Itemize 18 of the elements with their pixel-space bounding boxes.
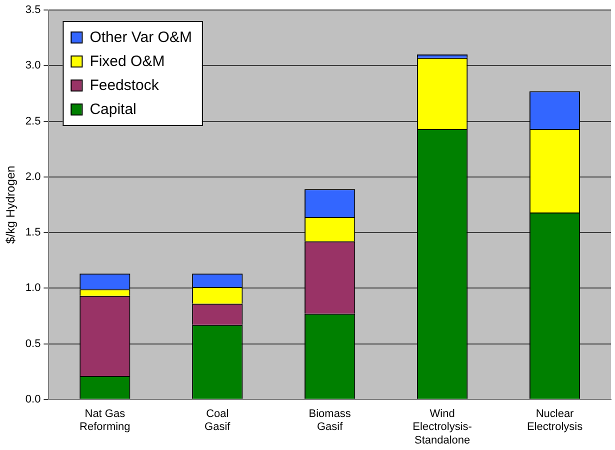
y-tick-label: 2.5 (25, 115, 41, 128)
y-axis-title: $/kg Hydrogen (4, 166, 18, 244)
y-tick-label: 0.5 (25, 338, 41, 350)
y-tick-label: 1.0 (25, 282, 41, 294)
legend-label: Capital (90, 101, 136, 118)
x-tick-label: Nuclear Electrolysis (526, 408, 584, 434)
legend-label: Other Var O&M (90, 29, 192, 46)
legend-label: Fixed O&M (90, 53, 165, 70)
x-tick-label: Coal Gasif (204, 408, 232, 434)
y-tick-label: 3.0 (25, 60, 41, 72)
x-tick-label: Wind Electrolysis- Standalone (412, 408, 472, 446)
y-tick-label: 0.0 (25, 393, 41, 406)
y-tick-label: 3.5 (25, 4, 41, 16)
y-tick-label: 2.0 (25, 170, 41, 183)
y-tick-label: 1.5 (25, 226, 41, 239)
x-tick-label: Biomass Gasif (308, 408, 352, 434)
x-tick-label: Nat Gas Reforming (80, 408, 130, 434)
legend-label: Feedstock (90, 77, 160, 94)
